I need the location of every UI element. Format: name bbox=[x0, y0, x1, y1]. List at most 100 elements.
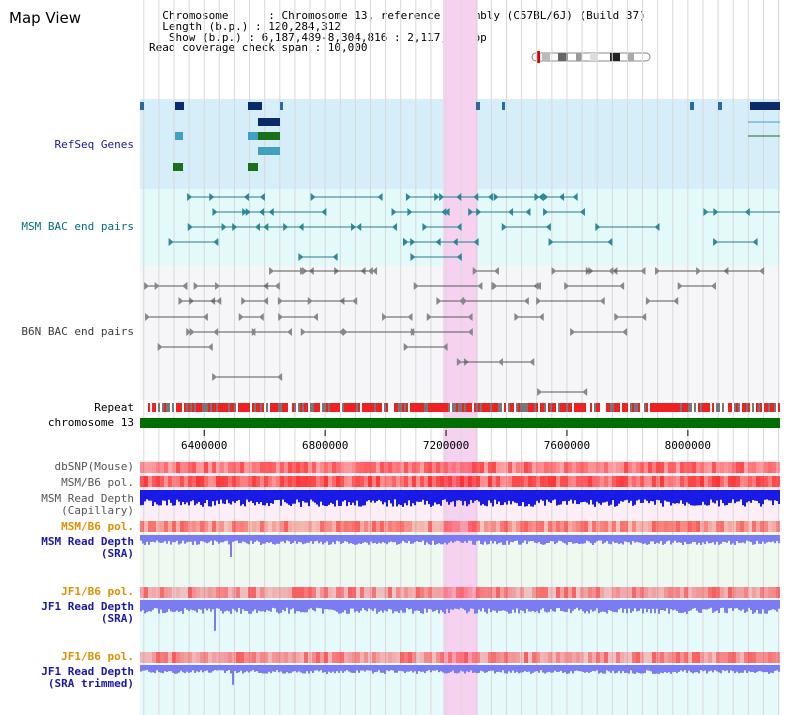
jf1-depth-sra-bar bbox=[310, 600, 312, 609]
repeat-segment bbox=[588, 403, 590, 412]
msm-b6-pol-cell bbox=[668, 476, 672, 487]
jf1-depth-trim-bar bbox=[468, 665, 470, 673]
jf1-depth-sra-bar bbox=[458, 600, 460, 610]
jf1-depth-sra-bar bbox=[738, 600, 740, 610]
jf1-depth-sra-bar bbox=[240, 600, 242, 614]
dbsnp-cell bbox=[228, 462, 232, 473]
repeat-segment bbox=[722, 403, 724, 412]
msm-depth-cap-bar bbox=[388, 490, 390, 501]
msm-depth-cap-bar bbox=[540, 490, 542, 500]
dbsnp-cell bbox=[348, 462, 352, 473]
track-label-b6n-bac[interactable]: B6N BAC end pairs bbox=[21, 325, 134, 338]
dbsnp-cell bbox=[308, 462, 312, 473]
jf1-depth-trim-bar bbox=[686, 665, 688, 673]
msm-b6-pol-cell bbox=[200, 476, 204, 487]
repeat-segment bbox=[384, 403, 386, 412]
msm-b6-pol-sra-cell bbox=[308, 521, 312, 532]
dbsnp-cell bbox=[600, 462, 604, 473]
dbsnp-cell bbox=[776, 462, 780, 473]
jf1-b6-pol-cell bbox=[528, 587, 532, 598]
repeat-segment bbox=[416, 403, 418, 412]
repeat-segment bbox=[440, 403, 442, 412]
jf1-depth-sra-bar bbox=[362, 600, 364, 609]
msm-depth-sra-bar bbox=[294, 535, 296, 542]
repeat-segment bbox=[582, 403, 584, 412]
jf1-depth-trim-bar bbox=[670, 665, 672, 674]
jf1-depth-sra-bar bbox=[770, 600, 772, 610]
jf1-b6-pol-cell bbox=[412, 587, 416, 598]
msm-depth-sra-bar bbox=[586, 535, 588, 541]
repeat-segment bbox=[256, 403, 258, 412]
jf1-b6-pol-cell bbox=[728, 587, 732, 598]
track-label-msm-bac[interactable]: MSM BAC end pairs bbox=[21, 220, 134, 233]
msm-depth-cap-bar bbox=[406, 490, 408, 506]
repeat-segment bbox=[156, 403, 158, 412]
msm-depth-cap-bar bbox=[694, 490, 696, 506]
msm-depth-sra-bar bbox=[678, 535, 680, 543]
msm-depth-sra-bar bbox=[600, 535, 602, 541]
b6n-bac-end bbox=[212, 373, 218, 381]
jf1-b6-pol-2-cell bbox=[556, 652, 560, 663]
jf1-b6-pol-cell bbox=[536, 587, 540, 598]
msm-depth-cap-bar bbox=[364, 490, 366, 506]
msm-depth-sra-bar bbox=[158, 535, 160, 543]
repeat-segment bbox=[412, 403, 414, 412]
jf1-b6-pol-cell bbox=[216, 587, 220, 598]
msm-depth-cap-bar bbox=[434, 490, 436, 503]
repeat-segment bbox=[746, 403, 748, 412]
repeat-segment bbox=[350, 403, 352, 412]
msm-b6-pol-cell bbox=[260, 476, 264, 487]
jf1-b6-pol-cell bbox=[612, 587, 616, 598]
msm-depth-cap-bar bbox=[662, 490, 664, 507]
jf1-depth-trim-bar bbox=[472, 665, 474, 673]
jf1-b6-pol-cell bbox=[576, 587, 580, 598]
repeat-segment bbox=[664, 403, 666, 412]
jf1-depth-trim-bar bbox=[618, 665, 620, 672]
msm-b6-pol-sra-cell bbox=[700, 521, 704, 532]
msm-depth-cap-bar bbox=[618, 490, 620, 504]
msm-b6-pol-sra-cell bbox=[600, 521, 604, 532]
jf1-b6-pol-cell bbox=[300, 587, 304, 598]
msm-b6-pol-sra-cell bbox=[392, 521, 396, 532]
repeat-segment bbox=[246, 403, 248, 412]
jf1-depth-sra-bar bbox=[462, 600, 464, 609]
dbsnp-cell bbox=[252, 462, 256, 473]
jf1-depth-sra-bar bbox=[242, 600, 244, 610]
msm-depth-cap-bar bbox=[158, 490, 160, 506]
chromosome-ideogram[interactable] bbox=[528, 51, 654, 63]
repeat-segment bbox=[382, 403, 384, 412]
jf1-depth-sra-bar bbox=[646, 600, 648, 613]
jf1-depth-trim-bar bbox=[752, 665, 754, 672]
genome-map-canvas[interactable]: 6400000 6800000 7200000 7600000 8000000 bbox=[140, 0, 780, 715]
msm-depth-sra-bar bbox=[648, 535, 650, 545]
msm-depth-sra-bar bbox=[564, 535, 566, 544]
jf1-depth-trim-bar bbox=[320, 665, 322, 671]
track-label-jf1-b6-pol-2: JF1/B6 pol. bbox=[61, 650, 134, 663]
msm-depth-sra-bar bbox=[468, 535, 470, 541]
msm-b6-pol-cell bbox=[628, 476, 632, 487]
msm-depth-cap-bar bbox=[692, 490, 694, 506]
repeat-segment bbox=[264, 403, 266, 412]
jf1-b6-pol-cell bbox=[504, 587, 508, 598]
jf1-b6-pol-cell bbox=[424, 587, 428, 598]
msm-depth-sra-bar bbox=[436, 535, 438, 545]
msm-bac-end bbox=[456, 223, 462, 231]
msm-depth-cap-bar bbox=[518, 490, 520, 506]
jf1-depth-sra-bar bbox=[740, 600, 742, 611]
jf1-b6-pol-2-cell bbox=[524, 652, 528, 663]
repeat-segment bbox=[486, 403, 488, 412]
repeat-segment bbox=[400, 403, 402, 412]
jf1-b6-pol-cell bbox=[164, 587, 168, 598]
msm-depth-cap-bar bbox=[316, 490, 318, 505]
jf1-depth-trim-bar bbox=[578, 665, 580, 672]
msm-depth-sra-bar bbox=[250, 535, 252, 541]
jf1-depth-trim-bar bbox=[772, 665, 774, 674]
jf1-depth-sra-bar bbox=[752, 600, 754, 614]
jf1-depth-sra-bar bbox=[154, 600, 156, 608]
track-label-refseq[interactable]: RefSeq Genes bbox=[54, 138, 134, 151]
jf1-depth-trim-bar bbox=[412, 665, 414, 673]
jf1-depth-sra-bar bbox=[210, 600, 212, 612]
jf1-b6-pol-2-cell bbox=[396, 652, 400, 663]
jf1-depth-sra-bar bbox=[674, 600, 676, 610]
msm-depth-cap-bar bbox=[738, 490, 740, 502]
